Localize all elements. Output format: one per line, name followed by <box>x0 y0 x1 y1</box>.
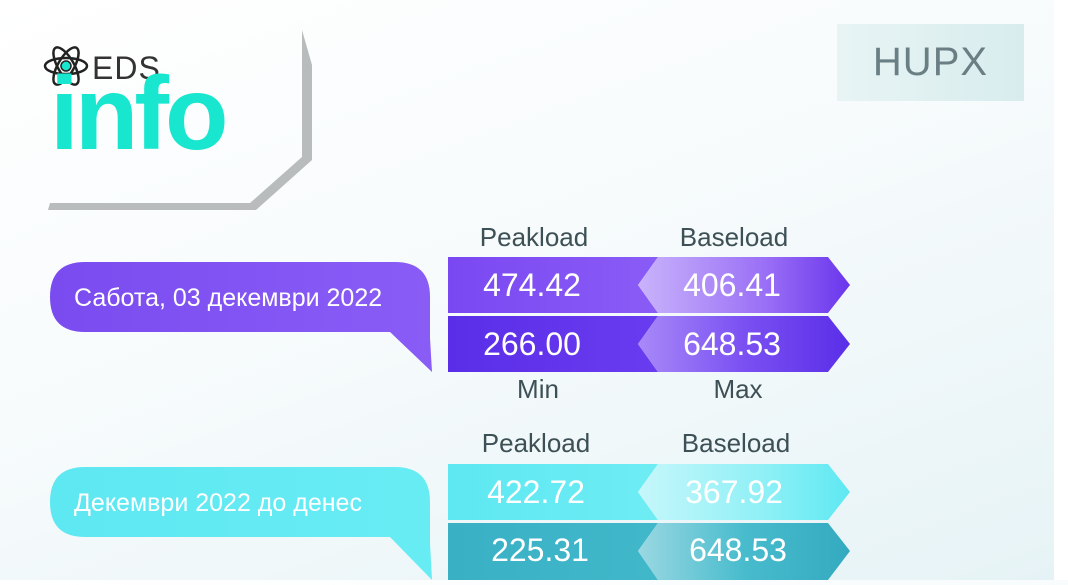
day-peakload-value: 474.42 <box>483 267 581 303</box>
month-header-peakload: Peakload <box>481 428 591 458</box>
day-date-label: Сабота, 03 декември 2022 <box>74 284 383 312</box>
day-footer-max: Max <box>713 374 763 404</box>
month-period-bubble: Декември 2022 до денес <box>50 465 490 580</box>
month-header-baseload: Baseload <box>681 428 791 458</box>
right-edge-strip <box>1054 0 1068 580</box>
day-min-value: 266.00 <box>483 326 581 362</box>
month-bubble-shape <box>50 467 432 580</box>
day-date-bubble: Сабота, 03 декември 2022 <box>50 260 490 375</box>
month-period-label: Декември 2022 до денес <box>74 489 362 517</box>
atom-icon <box>43 46 89 86</box>
month-cells-shape <box>448 464 850 580</box>
month-peakload-value: 422.72 <box>487 474 585 510</box>
logo-info-text: info <box>50 56 229 172</box>
day-footer-min: Min <box>517 374 559 404</box>
day-max-value: 648.53 <box>683 326 781 362</box>
day-header-peakload: Peakload <box>479 222 589 252</box>
month-baseload-value: 367.92 <box>685 474 783 510</box>
logo-eds-text: EDS <box>92 50 161 86</box>
market-label: HUPX <box>872 40 989 84</box>
month-min-value: 225.31 <box>491 532 589 568</box>
month-max-value: 648.53 <box>689 532 787 568</box>
day-bubble-shape <box>50 262 432 372</box>
day-header-baseload: Baseload <box>679 222 789 252</box>
month-values-grid: 422.72 367.92 225.31 648.53 <box>448 464 858 580</box>
market-badge: HUPX <box>837 24 1024 101</box>
day-values-grid: 474.42 406.41 266.00 648.53 <box>448 257 858 372</box>
day-cells-shape <box>448 257 850 372</box>
day-baseload-value: 406.41 <box>683 267 781 303</box>
